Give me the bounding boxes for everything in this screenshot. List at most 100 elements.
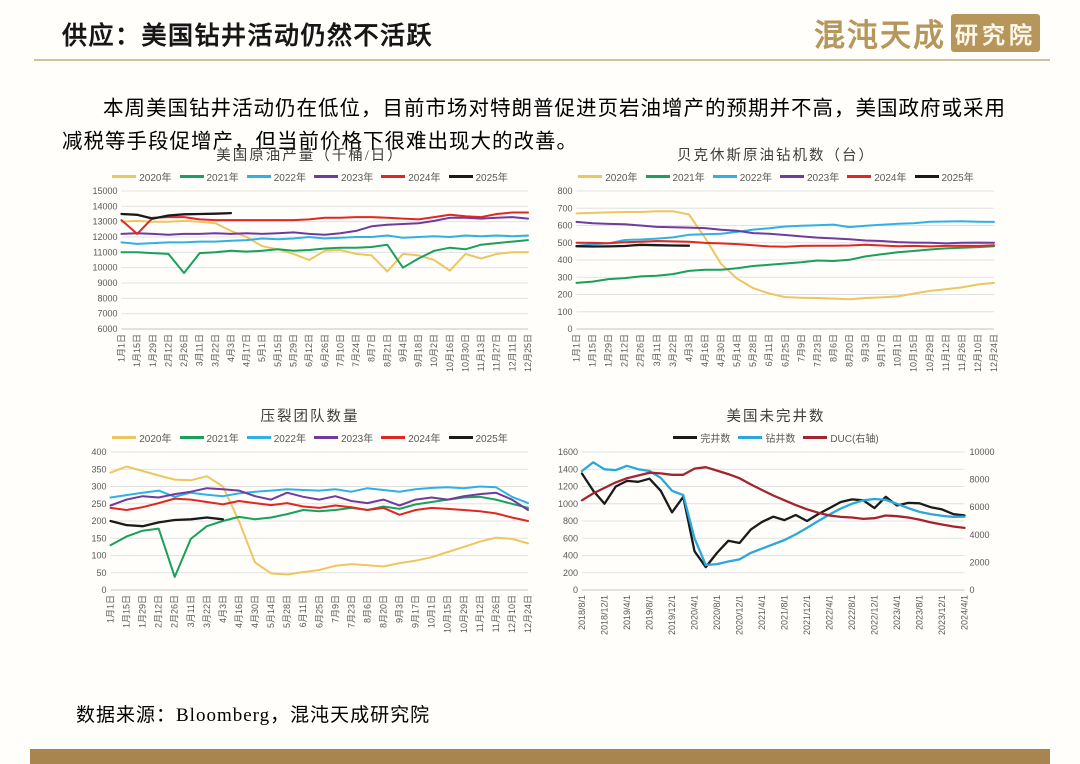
logo-brand-text: 混沌天成 <box>814 18 946 53</box>
svg-text:250: 250 <box>91 499 106 509</box>
svg-text:2023/8/1: 2023/8/1 <box>915 595 925 630</box>
svg-text:12月25日: 12月25日 <box>523 334 533 372</box>
legend-swatch <box>803 436 828 439</box>
chart-baker-hughes-rigs: 贝克休斯原油钻机数（台） 2020年 2021年 2022年 2023年 2024年 20… <box>550 142 1002 393</box>
svg-text:2018/12/1: 2018/12/1 <box>600 595 610 635</box>
svg-text:6月25日: 6月25日 <box>780 334 790 367</box>
svg-text:4月30日: 4月30日 <box>716 334 726 367</box>
legend-label: 2020年 <box>139 434 172 445</box>
data-source-note: 数据来源：Bloomberg，混沌天成研究院 <box>76 705 431 726</box>
svg-text:11月26日: 11月26日 <box>957 334 967 371</box>
svg-text:2020/12/1: 2020/12/1 <box>735 595 745 635</box>
svg-text:3月22日: 3月22日 <box>202 595 212 628</box>
svg-text:0: 0 <box>567 324 572 334</box>
svg-text:12000: 12000 <box>92 232 117 242</box>
svg-text:2020/8/1: 2020/8/1 <box>712 595 722 630</box>
svg-text:6月25日: 6月25日 <box>314 595 324 628</box>
chart-title: 美国原油产量（千桶/日） <box>216 148 404 164</box>
svg-text:2023/4/1: 2023/4/1 <box>892 595 902 630</box>
chart-title: 美国未完井数 <box>726 409 826 425</box>
svg-text:1月15日: 1月15日 <box>132 334 142 367</box>
svg-text:1月1日: 1月1日 <box>572 334 582 362</box>
svg-text:10月1日: 10月1日 <box>427 595 437 628</box>
svg-text:200: 200 <box>563 568 578 578</box>
legend-item: 2022年 <box>712 169 772 184</box>
svg-text:2月12日: 2月12日 <box>163 334 173 367</box>
svg-text:150: 150 <box>91 533 106 543</box>
svg-text:10000: 10000 <box>92 263 117 273</box>
svg-text:50: 50 <box>96 568 106 578</box>
svg-text:200: 200 <box>91 516 106 526</box>
legend-label: 2023年 <box>341 434 374 445</box>
svg-text:2022/4/1: 2022/4/1 <box>825 595 835 630</box>
svg-text:800: 800 <box>563 516 578 526</box>
svg-text:11月26日: 11月26日 <box>491 595 501 632</box>
chart-canvas: 0 50 100 150 200 250 300 350 400 1月1日 1月15日 1月29日 2月… <box>84 446 536 654</box>
svg-text:9月18日: 9月18日 <box>414 334 424 367</box>
svg-text:2021/8/1: 2021/8/1 <box>780 595 790 630</box>
svg-text:1月29日: 1月29日 <box>604 334 614 367</box>
legend-swatch <box>578 175 603 178</box>
svg-text:11月12日: 11月12日 <box>941 334 951 371</box>
svg-text:7月9日: 7月9日 <box>796 334 806 362</box>
svg-text:7月9日: 7月9日 <box>330 595 340 623</box>
chart-canvas: 0 100 200 300 400 500 600 700 800 1月1日 1月15日 1月29日 2… <box>550 185 1002 393</box>
svg-text:8月6日: 8月6日 <box>362 595 372 623</box>
svg-text:1月29日: 1月29日 <box>138 595 148 628</box>
svg-text:2019/8/1: 2019/8/1 <box>645 595 655 630</box>
legend-item: 2025年 <box>914 169 974 184</box>
legend-item: 2020年 <box>112 430 172 445</box>
legend-swatch <box>847 175 872 178</box>
svg-text:6月11日: 6月11日 <box>298 595 308 627</box>
legend-item: 2024年 <box>381 430 441 445</box>
svg-text:2月26日: 2月26日 <box>170 595 180 628</box>
svg-text:10000: 10000 <box>970 447 995 457</box>
legend-label: 2021年 <box>206 173 239 184</box>
svg-text:5月28日: 5月28日 <box>748 334 758 367</box>
legend-item: 2025年 <box>448 169 508 184</box>
svg-text:3月22日: 3月22日 <box>668 334 678 367</box>
svg-text:3月11日: 3月11日 <box>186 595 196 627</box>
legend-label: 2024年 <box>874 173 907 184</box>
legend-swatch <box>112 436 137 439</box>
svg-text:5月1日: 5月1日 <box>257 334 267 362</box>
svg-text:4月3日: 4月3日 <box>684 334 694 362</box>
svg-text:4月3日: 4月3日 <box>218 595 228 623</box>
svg-text:600: 600 <box>557 221 572 231</box>
legend-label: 2023年 <box>341 173 374 184</box>
svg-text:6月26日: 6月26日 <box>320 334 330 367</box>
legend-swatch <box>448 175 473 178</box>
svg-text:11月27日: 11月27日 <box>492 334 502 371</box>
chart-legend: 完井数 钻井数 DUC(右轴) <box>673 430 879 445</box>
svg-text:10月30日: 10月30日 <box>460 334 470 372</box>
chart-duc-wells: 美国未完井数 完井数 钻井数 DUC(右轴) 0 200 400 600 800 1000 12… <box>550 403 1002 654</box>
legend-label: 2022年 <box>739 173 772 184</box>
svg-text:14000: 14000 <box>92 201 117 211</box>
svg-text:7000: 7000 <box>97 309 117 319</box>
legend-item: 2023年 <box>314 430 373 445</box>
svg-text:13000: 13000 <box>92 217 117 227</box>
svg-text:15000: 15000 <box>92 186 117 196</box>
svg-text:7月24日: 7月24日 <box>351 334 361 367</box>
legend-label: 2024年 <box>408 173 441 184</box>
svg-text:2021/4/1: 2021/4/1 <box>757 595 767 630</box>
legend-item: 2022年 <box>246 169 306 184</box>
legend-label: DUC(右轴) <box>830 434 879 445</box>
svg-text:6000: 6000 <box>97 324 117 334</box>
chart-canvas: 6000 7000 8000 9000 10000 11000 12000 13000 1400… <box>84 185 536 393</box>
svg-text:5月14日: 5月14日 <box>266 595 276 628</box>
svg-text:3月22日: 3月22日 <box>210 334 220 367</box>
legend-label: 完井数 <box>700 434 731 445</box>
svg-text:11月12日: 11月12日 <box>475 595 485 632</box>
legend-label: 2020年 <box>605 173 638 184</box>
svg-text:9月17日: 9月17日 <box>411 595 421 628</box>
svg-text:2023/12/1: 2023/12/1 <box>937 595 947 635</box>
legend-swatch <box>314 436 338 439</box>
chart-legend: 2020年 2021年 2022年 2023年 2024年 2025年 <box>112 169 508 184</box>
page-title: 供应：美国钻井活动仍然不活跃 <box>62 23 434 50</box>
svg-text:500: 500 <box>557 238 572 248</box>
svg-text:0: 0 <box>970 585 975 595</box>
svg-text:4000: 4000 <box>970 530 990 540</box>
chart-legend: 2020年 2021年 2022年 2023年 2024年 2025年 <box>578 169 974 184</box>
svg-text:9月3日: 9月3日 <box>395 595 405 623</box>
